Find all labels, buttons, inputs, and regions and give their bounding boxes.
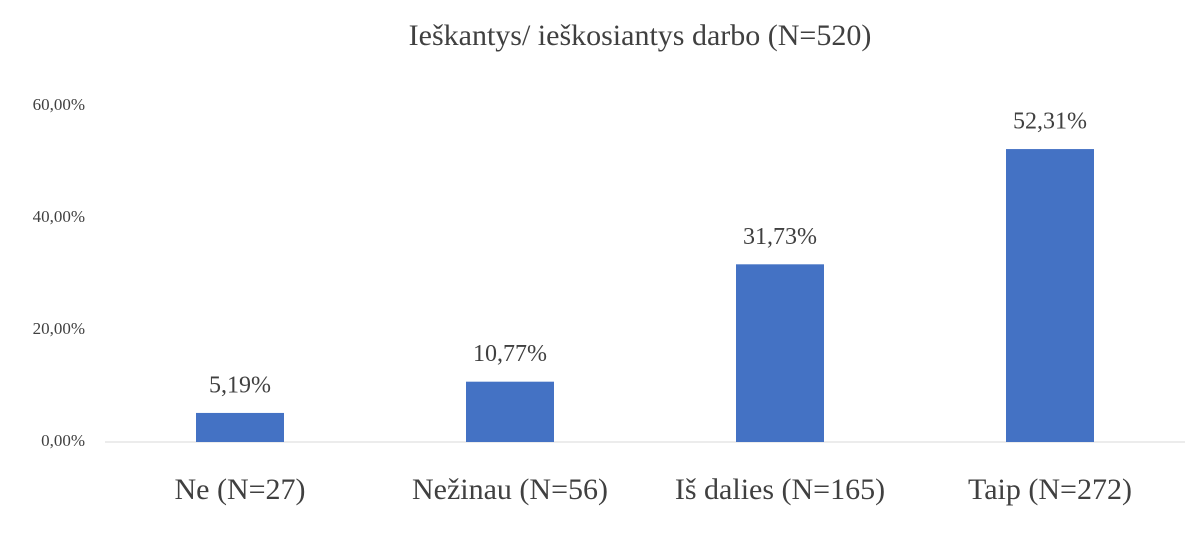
chart-title: Ieškantys/ ieškosiantys darbo (N=520)	[409, 19, 872, 52]
bar	[1006, 149, 1094, 442]
y-tick-label: 60,00%	[33, 95, 85, 114]
x-tick-label: Ne (N=27)	[174, 473, 305, 506]
data-label: 52,31%	[1013, 109, 1087, 135]
bar	[736, 264, 824, 442]
y-tick-label: 20,00%	[33, 319, 85, 338]
data-label: 10,77%	[473, 341, 547, 367]
y-tick-label: 40,00%	[33, 207, 85, 226]
bar	[466, 381, 554, 442]
data-label: 31,73%	[743, 224, 817, 250]
y-tick-label: 0,00%	[41, 431, 85, 450]
x-tick-label: Iš dalies (N=165)	[675, 473, 885, 506]
x-tick-label: Taip (N=272)	[968, 473, 1132, 506]
data-label: 5,19%	[209, 372, 271, 398]
x-tick-label: Nežinau (N=56)	[412, 473, 608, 506]
bar	[196, 412, 284, 442]
